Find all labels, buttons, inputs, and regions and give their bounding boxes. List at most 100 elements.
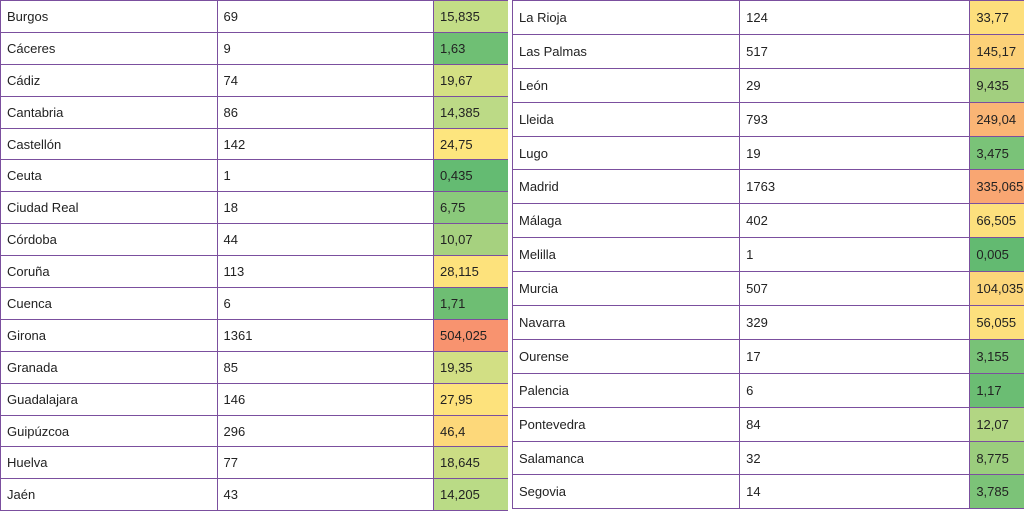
table-row: Córdoba 44 10,07 xyxy=(0,223,510,257)
rate-cell: 0,435 xyxy=(433,159,510,193)
cases-cell: 146 xyxy=(216,382,435,416)
cases-cell: 86 xyxy=(216,95,435,129)
table-row: Guadalajara 146 27,95 xyxy=(0,382,510,416)
rate-cell: 104,035 xyxy=(969,271,1024,307)
cases-cell: 1 xyxy=(739,237,971,273)
rate-cell: 27,95 xyxy=(433,382,510,416)
cases-cell: 329 xyxy=(739,305,971,340)
province-cell: Coruña xyxy=(0,255,218,289)
rate-cell: 0,005 xyxy=(969,237,1024,273)
rate-cell: 1,71 xyxy=(433,287,510,320)
table-row: Salamanca 32 8,775 xyxy=(511,440,1024,476)
province-cell: Granada xyxy=(0,350,218,384)
cases-cell: 9 xyxy=(216,31,435,65)
table-row: Pontevedra 84 12,07 xyxy=(511,406,1024,442)
cases-cell: 1 xyxy=(216,159,435,193)
cases-cell: 32 xyxy=(739,440,971,476)
cases-cell: 74 xyxy=(216,63,435,97)
rate-cell: 28,115 xyxy=(433,255,510,289)
cases-cell: 77 xyxy=(216,446,435,480)
cases-cell: 6 xyxy=(216,287,435,320)
rate-cell: 9,435 xyxy=(969,67,1024,103)
rate-cell: 15,835 xyxy=(433,0,510,33)
rate-cell: 6,75 xyxy=(433,191,510,225)
table-row: Huelva 77 18,645 xyxy=(0,446,510,480)
rate-cell: 504,025 xyxy=(433,318,510,352)
rate-cell: 10,07 xyxy=(433,223,510,257)
rate-cell: 14,385 xyxy=(433,95,510,129)
cases-cell: 84 xyxy=(739,406,971,442)
province-cell: Pontevedra xyxy=(511,406,741,442)
table-row: Madrid 1763 335,065 xyxy=(511,169,1024,205)
cases-cell: 507 xyxy=(739,271,971,307)
cases-cell: 29 xyxy=(739,67,971,103)
table-row: Navarra 329 56,055 xyxy=(511,305,1024,340)
province-cell: Cádiz xyxy=(0,63,218,97)
rate-cell: 19,67 xyxy=(433,63,510,97)
table-row: Málaga 402 66,505 xyxy=(511,203,1024,239)
province-cell: Ciudad Real xyxy=(0,191,218,225)
province-cell: La Rioja xyxy=(511,0,741,35)
province-cell: Palencia xyxy=(511,372,741,408)
cases-cell: 69 xyxy=(216,0,435,33)
cases-cell: 17 xyxy=(739,338,971,374)
province-cell: Cuenca xyxy=(0,287,218,320)
column-gap xyxy=(508,0,513,512)
table-row: Girona 1361 504,025 xyxy=(0,318,510,352)
cases-cell: 124 xyxy=(739,0,971,35)
table-row: Granada 85 19,35 xyxy=(0,350,510,384)
table-row: Ciudad Real 18 6,75 xyxy=(0,191,510,225)
province-cell: Cantabria xyxy=(0,95,218,129)
province-cell: Ceuta xyxy=(0,159,218,193)
rate-cell: 1,63 xyxy=(433,31,510,65)
table-row: La Rioja 124 33,77 xyxy=(511,0,1024,35)
province-cell: Melilla xyxy=(511,237,741,273)
rate-cell: 56,055 xyxy=(969,305,1024,340)
rate-cell: 46,4 xyxy=(433,414,510,448)
table-row: Las Palmas 517 145,17 xyxy=(511,33,1024,69)
province-cell: Málaga xyxy=(511,203,741,239)
cases-cell: 19 xyxy=(739,135,971,171)
cases-cell: 517 xyxy=(739,33,971,69)
cases-cell: 1763 xyxy=(739,169,971,205)
table-row: Jaén 43 14,205 xyxy=(0,478,510,512)
province-cell: Castellón xyxy=(0,127,218,161)
province-cell: Córdoba xyxy=(0,223,218,257)
cases-cell: 296 xyxy=(216,414,435,448)
province-cell: Lugo xyxy=(511,135,741,171)
province-table-right: La Rioja 124 33,77 Las Palmas 517 145,17 León 2… xyxy=(511,0,1024,510)
table-row: Lugo 19 3,475 xyxy=(511,135,1024,171)
province-cell: Cáceres xyxy=(0,31,218,65)
cases-cell: 402 xyxy=(739,203,971,239)
rate-cell: 145,17 xyxy=(969,33,1024,69)
table-row: Cantabria 86 14,385 xyxy=(0,95,510,129)
table-row: Palencia 6 1,17 xyxy=(511,372,1024,408)
rate-cell: 19,35 xyxy=(433,350,510,384)
province-cell: Madrid xyxy=(511,169,741,205)
province-cell: Guadalajara xyxy=(0,382,218,416)
table-row: León 29 9,435 xyxy=(511,67,1024,103)
province-table-left: Burgos 69 15,835 Cáceres 9 1,63 Cádiz 74 19,67 Ca… xyxy=(0,0,510,512)
province-cell: Jaén xyxy=(0,478,218,512)
rate-cell: 335,065 xyxy=(969,169,1024,205)
province-cell: Ourense xyxy=(511,338,741,374)
province-cell: Burgos xyxy=(0,0,218,33)
province-cell: Segovia xyxy=(511,474,741,510)
rate-cell: 8,775 xyxy=(969,440,1024,476)
cases-cell: 6 xyxy=(739,372,971,408)
table-row: Cuenca 6 1,71 xyxy=(0,287,510,320)
rate-cell: 3,475 xyxy=(969,135,1024,171)
cases-cell: 43 xyxy=(216,478,435,512)
province-cell: Huelva xyxy=(0,446,218,480)
province-cell: Navarra xyxy=(511,305,741,340)
province-cell: Lleida xyxy=(511,101,741,137)
cases-cell: 85 xyxy=(216,350,435,384)
rate-cell: 3,155 xyxy=(969,338,1024,374)
table-row: Guipúzcoa 296 46,4 xyxy=(0,414,510,448)
table-row: Ceuta 1 0,435 xyxy=(0,159,510,193)
cases-cell: 793 xyxy=(739,101,971,137)
rate-cell: 14,205 xyxy=(433,478,510,512)
rate-cell: 1,17 xyxy=(969,372,1024,408)
province-cell: Salamanca xyxy=(511,440,741,476)
rate-cell: 12,07 xyxy=(969,406,1024,442)
